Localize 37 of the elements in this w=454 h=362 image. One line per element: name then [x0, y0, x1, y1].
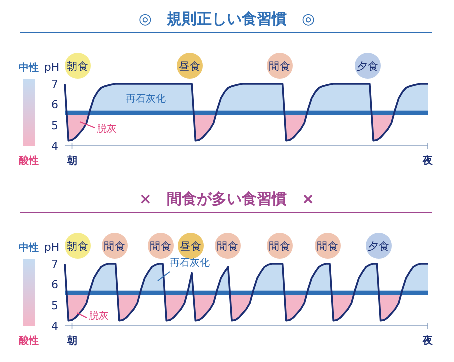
text: 間食 [104, 241, 126, 253]
y-tick-label: 7 [52, 258, 58, 271]
annotation: 脱灰 [97, 123, 117, 135]
text: 間食 [269, 241, 291, 253]
text: 昼食 [179, 61, 201, 73]
line-series [64, 83, 429, 142]
text: 朝食 [67, 60, 89, 73]
chart-title: ◎ 規則正しい食習慣 ◎ [138, 10, 316, 28]
chart-title: × 間食が多い食習慣 × [139, 190, 315, 208]
text: 夕食 [357, 61, 379, 73]
text: 酸性 [19, 155, 39, 167]
text: 朝食 [67, 240, 89, 253]
x-tick-label: 朝 [66, 335, 78, 347]
y-tick-label: 5 [52, 119, 58, 132]
y-tick-label: 7 [52, 78, 58, 91]
text: 間食 [269, 61, 291, 73]
y-tick-label: 6 [52, 98, 58, 112]
y-tick-label: 4 [52, 320, 58, 333]
y-tick-label: 5 [52, 299, 58, 312]
y-tick-label: 4 [52, 140, 58, 153]
y-axis-title: pH [44, 241, 60, 254]
text: 間食 [217, 241, 239, 253]
text: 酸性 [19, 335, 39, 347]
text: 間食 [150, 241, 172, 253]
y-tick-label: 6 [52, 278, 58, 292]
text: 中性 [19, 242, 39, 254]
text: 夕食 [368, 241, 390, 253]
x-tick-label: 夜 [422, 335, 434, 347]
annotation: 再石灰化 [170, 257, 210, 269]
text: 中性 [19, 62, 39, 74]
x-tick-label: 朝 [66, 155, 78, 167]
text: 間食 [317, 241, 339, 253]
annotation: 脱灰 [89, 310, 109, 322]
x-tick-label: 夜 [422, 155, 434, 167]
y-axis-title: pH [44, 61, 60, 74]
annotation: 再石灰化 [126, 93, 166, 105]
text: 昼食 [180, 241, 202, 253]
